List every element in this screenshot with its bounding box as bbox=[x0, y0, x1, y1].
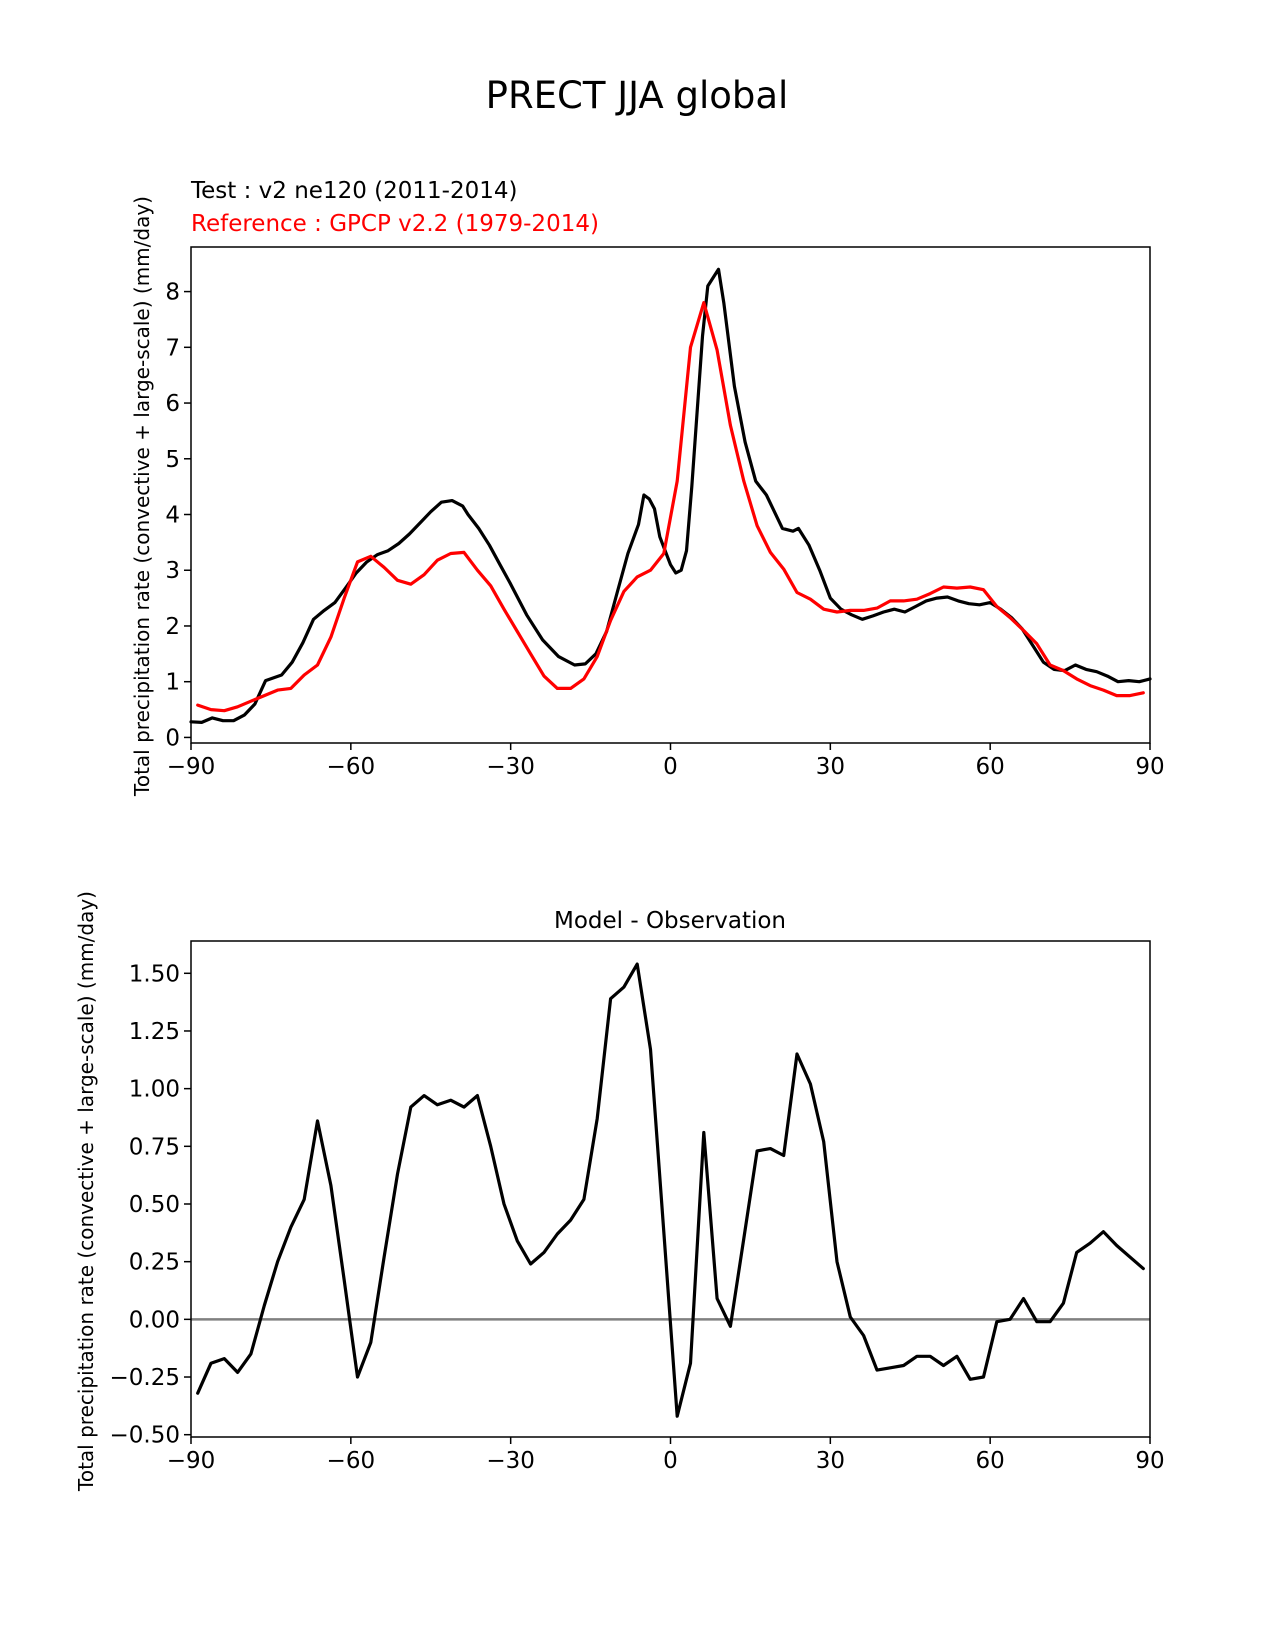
difference-series-line bbox=[196, 962, 1145, 1418]
bottom-panel: Model - Observation Total precipitation … bbox=[74, 891, 1165, 1492]
top-axes-ticks: −90 −60 −30 0 30 60 90 0 1 2 3 4 5 6 7 8 bbox=[165, 280, 1164, 780]
y-tick-label: 8 bbox=[165, 280, 180, 306]
top-plot-area bbox=[189, 267, 1152, 725]
test-label: Test : v2 ne120 (2011-2014) bbox=[190, 178, 517, 204]
x-tick-label: −30 bbox=[486, 754, 535, 780]
y-tick-label: 4 bbox=[165, 503, 180, 529]
y-tick-label: 1.00 bbox=[129, 1077, 180, 1103]
y-tick-label: −0.25 bbox=[110, 1365, 180, 1391]
y-tick-label: 0.75 bbox=[129, 1134, 180, 1160]
y-tick-label: 6 bbox=[165, 391, 180, 417]
bottom-axes-ticks: −90 −60 −30 0 30 60 90 −0.50 −0.25 0.00 0.25 0.50 0.… bbox=[110, 961, 1165, 1474]
y-tick-label: 1.50 bbox=[129, 961, 180, 987]
x-tick-label: −90 bbox=[167, 1448, 216, 1474]
x-tick-label: 30 bbox=[816, 1448, 845, 1474]
x-tick-label: 90 bbox=[1135, 754, 1164, 780]
y-tick-label: 3 bbox=[165, 558, 180, 584]
x-tick-label: 90 bbox=[1135, 1448, 1164, 1474]
y-tick-label: 1 bbox=[165, 670, 180, 696]
x-tick-label: 0 bbox=[663, 1448, 678, 1474]
x-tick-label: −60 bbox=[327, 1448, 376, 1474]
bottom-y-axis-label: Total precipitation rate (convective + l… bbox=[74, 891, 98, 1492]
bottom-title: Model - Observation bbox=[554, 908, 786, 934]
top-y-axis-label: Total precipitation rate (convective + l… bbox=[130, 196, 154, 797]
x-tick-label: −90 bbox=[167, 754, 216, 780]
x-tick-label: 60 bbox=[976, 1448, 1005, 1474]
x-tick-label: 30 bbox=[816, 754, 845, 780]
y-tick-label: 0.25 bbox=[129, 1250, 180, 1276]
reference-label: Reference : GPCP v2.2 (1979-2014) bbox=[191, 211, 599, 237]
bottom-axes-frame bbox=[190, 940, 1151, 1438]
y-tick-label: 7 bbox=[165, 335, 180, 361]
bottom-plot-area bbox=[191, 962, 1150, 1418]
y-tick-label: 0.00 bbox=[129, 1307, 180, 1333]
y-tick-label: 0 bbox=[165, 725, 180, 751]
x-tick-label: 0 bbox=[663, 754, 678, 780]
test-series-line bbox=[189, 267, 1152, 725]
x-tick-label: 60 bbox=[976, 754, 1005, 780]
y-tick-label: 0.50 bbox=[129, 1192, 180, 1218]
y-tick-label: −0.50 bbox=[110, 1423, 180, 1449]
y-tick-label: 5 bbox=[165, 447, 180, 473]
top-axes-frame bbox=[190, 246, 1151, 744]
x-tick-label: −60 bbox=[327, 754, 376, 780]
figure-title: PRECT JJA global bbox=[486, 74, 789, 117]
y-tick-label: 1.25 bbox=[129, 1019, 180, 1045]
x-tick-label: −30 bbox=[486, 1448, 535, 1474]
top-panel: Test : v2 ne120 (2011-2014) Reference : … bbox=[130, 178, 1165, 797]
reference-series-line bbox=[196, 301, 1145, 713]
y-tick-label: 2 bbox=[165, 614, 180, 640]
